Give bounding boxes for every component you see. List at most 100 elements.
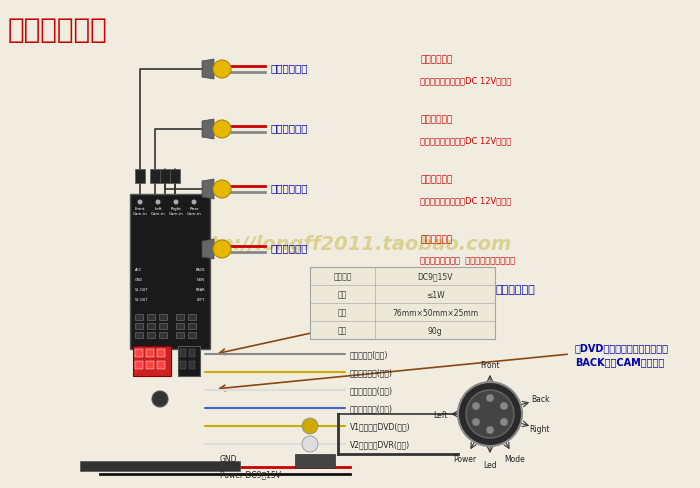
Text: V2-OUT: V2-OUT [135,297,148,302]
Bar [188,314,196,320]
Circle shape [486,426,494,434]
Text: NON: NON [197,278,205,282]
Text: 给前视摄像头供电（DC 12V输出）: 给前视摄像头供电（DC 12V输出） [420,76,511,85]
Text: BACK: BACK [195,267,205,271]
Circle shape [500,402,508,410]
Text: GND: GND [220,454,237,464]
Polygon shape [202,120,214,140]
Text: 接前视摄像头: 接前视摄像头 [270,63,307,73]
Circle shape [152,391,168,407]
Bar [176,314,184,320]
Circle shape [486,394,494,402]
Bar [135,170,145,183]
Circle shape [137,200,143,205]
Bar [176,324,184,329]
Bar [170,170,180,183]
Text: http://longff2011.taobao.com: http://longff2011.taobao.com [188,235,512,254]
Bar [176,332,184,338]
Text: 76mm×50mm×25mm: 76mm×50mm×25mm [392,308,478,317]
Bar [160,170,170,183]
Text: 线路连接图：: 线路连接图： [8,16,108,44]
Circle shape [213,241,231,259]
Bar [146,361,154,369]
Text: Front
Cam-in: Front Cam-in [132,206,148,215]
Text: Left: Left [433,409,447,419]
Bar [157,361,165,369]
Text: 右视信号输入: 右视信号输入 [420,175,452,183]
Text: Led: Led [483,460,497,468]
Circle shape [466,390,514,438]
Text: 显示器触发线(蓝色): 显示器触发线(蓝色) [350,404,393,413]
Text: V1-OUT: V1-OUT [135,287,148,291]
Text: BACK线，CAM控制线等: BACK线，CAM控制线等 [575,356,664,366]
Bar [135,324,143,329]
Bar [147,314,155,320]
Bar [178,346,200,376]
Circle shape [500,418,508,426]
Text: ≤1W: ≤1W [426,290,444,299]
Text: 左转向触发线(黄色): 左转向触发线(黄色) [350,368,393,377]
Text: 后视信号输入: 后视信号输入 [420,235,452,244]
Text: V2视频输出DVR(白色): V2视频输出DVR(白色) [350,440,410,448]
Circle shape [302,418,318,434]
Text: 功率: 功率 [338,290,347,299]
Bar [189,349,195,357]
Text: 接后视摄像头: 接后视摄像头 [270,243,307,252]
Bar [135,361,143,369]
Bar [310,267,495,339]
Bar [180,349,186,357]
Text: Back: Back [531,395,550,404]
Text: 给后视摄像头供电  后视也可由倒车灯供电: 给后视摄像头供电 后视也可由倒车灯供电 [420,256,515,264]
Text: 接倒车灯正极: 接倒车灯正极 [495,285,535,294]
Bar [159,314,167,320]
Text: Power: Power [454,454,477,464]
Bar [180,361,186,369]
Text: 接左视摄像头: 接左视摄像头 [270,123,307,133]
Bar [295,454,335,468]
Bar [146,349,154,357]
Bar [147,332,155,338]
Circle shape [155,200,160,205]
Bar [188,332,196,338]
Bar [130,195,210,349]
Text: Front: Front [480,360,500,369]
Text: 倒车触发线(灰色): 倒车触发线(灰色) [350,350,389,359]
Bar [159,324,167,329]
Text: 前视信号输入: 前视信号输入 [420,55,452,64]
Bar [133,346,171,376]
Bar [188,324,196,329]
Circle shape [472,402,480,410]
Circle shape [213,61,231,79]
Text: 尺寸: 尺寸 [338,308,347,317]
Text: Rear
Cam-in: Rear Cam-in [187,206,202,215]
Text: V1视频输出DVD(黄色): V1视频输出DVD(黄色) [350,422,411,430]
Text: Power DC9～15V: Power DC9～15V [220,469,281,479]
Polygon shape [202,240,214,260]
Polygon shape [202,60,214,80]
Text: 重量: 重量 [338,326,347,335]
Text: Mode: Mode [505,454,526,464]
Circle shape [472,418,480,426]
Bar [150,170,160,183]
Bar [135,332,143,338]
Text: Right
Cam-in: Right Cam-in [169,206,183,215]
Bar [159,332,167,338]
Polygon shape [202,180,214,200]
Text: LEFT: LEFT [197,297,205,302]
Circle shape [174,200,178,205]
Text: GND: GND [135,278,143,282]
Text: 90g: 90g [428,326,442,335]
Circle shape [213,121,231,139]
Circle shape [458,382,522,446]
Text: 给左视摄像头供电（DC 12V输出）: 给左视摄像头供电（DC 12V输出） [420,136,511,145]
Text: 接右视摄像头: 接右视摄像头 [270,183,307,193]
Text: Right: Right [530,425,550,434]
Bar [189,361,195,369]
Text: ACC: ACC [135,267,142,271]
Bar [147,324,155,329]
Bar [135,314,143,320]
Circle shape [192,200,197,205]
Circle shape [302,436,318,452]
Text: 右转向触发线(白色): 右转向触发线(白色) [350,386,393,395]
Text: 电源范围: 电源范围 [333,272,352,281]
